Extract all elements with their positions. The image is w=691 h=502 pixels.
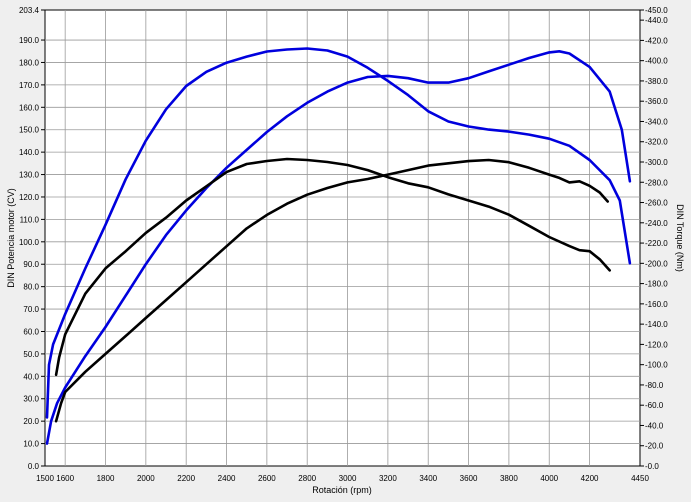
y-right-tick-label: -200.0: [645, 259, 668, 268]
series-line-1: [45, 49, 632, 445]
series-layer: [45, 47, 632, 445]
y-left-tick-label: 70.0: [23, 305, 39, 314]
x-tick-label: 1800: [97, 474, 115, 483]
y-right-tick-label: -100.0: [645, 361, 668, 370]
y-right-tick-label: -140.0: [645, 320, 668, 329]
y-axis-right-title: DIN Torque (Nm): [675, 204, 685, 272]
y-right-tick-label: -120.0: [645, 340, 668, 349]
y-left-tick-label: 203.4: [19, 6, 40, 15]
y-left-tick-label: 150.0: [19, 126, 40, 135]
series-line-4: [54, 157, 612, 377]
y-right-tick-label: -160.0: [645, 300, 668, 309]
y-left-tick-label: 170.0: [19, 81, 40, 90]
y-left-tick-label: 180.0: [19, 58, 40, 67]
x-tick-label: 3000: [339, 474, 357, 483]
y-left-tick-label: 90.0: [23, 260, 39, 269]
y-right-tick-label: -80.0: [645, 381, 664, 390]
y-left-tick-label: 120.0: [19, 193, 40, 202]
y-left-tick-label: 20.0: [23, 417, 39, 426]
y-left-tick-label: 130.0: [19, 171, 40, 180]
y-left-tick-label: 60.0: [23, 327, 39, 336]
x-tick-label: 3200: [379, 474, 397, 483]
x-tick-label: 1500: [36, 474, 54, 483]
y-right-tick-label: -60.0: [645, 401, 664, 410]
y-right-tick-label: -400.0: [645, 57, 668, 66]
x-tick-label: 2200: [177, 474, 195, 483]
series-line-2: [54, 158, 610, 423]
y-right-tick-label: -340.0: [645, 117, 668, 126]
y-left-tick-label: 80.0: [23, 283, 39, 292]
x-axis-ticks: 1500 1600 1800 2000 2200 2400 2600 2800 3000 3200…: [36, 474, 649, 483]
y-left-tick-label: 110.0: [20, 215, 40, 224]
right-axis-ticks: -0.0 -20.0 -40.0 -60.0 -80.0 -100.0 -120.0 -140…: [640, 6, 668, 471]
x-tick-label: 3400: [419, 474, 437, 483]
x-tick-label: 4000: [540, 474, 558, 483]
y-left-tick-label: 10.0: [23, 440, 39, 449]
y-right-tick-label: -180.0: [645, 280, 668, 289]
y-left-tick-label: 140.0: [19, 148, 40, 157]
y-right-tick-label: -440.0: [645, 16, 668, 25]
y-left-tick-label: 40.0: [23, 372, 39, 381]
x-tick-label: 4450: [631, 474, 649, 483]
y-right-tick-label: -40.0: [645, 421, 664, 430]
y-left-tick-label: 50.0: [23, 350, 39, 359]
x-tick-label: 2400: [218, 474, 236, 483]
x-tick-label: 3800: [500, 474, 518, 483]
y-left-tick-label: 100.0: [19, 238, 40, 247]
y-left-tick-label: 190.0: [19, 36, 40, 45]
y-right-tick-label: -300.0: [645, 158, 668, 167]
y-right-tick-label: -240.0: [645, 219, 668, 228]
y-right-tick-label: -220.0: [645, 239, 668, 248]
y-right-tick-label: -280.0: [645, 178, 668, 187]
y-right-tick-label: -20.0: [645, 442, 664, 451]
x-tick-label: 3600: [460, 474, 478, 483]
y-left-tick-label: 0.0: [28, 462, 40, 471]
x-tick-label: 4200: [581, 474, 599, 483]
y-right-tick-label: -360.0: [645, 97, 668, 106]
y-right-tick-label: -320.0: [645, 138, 668, 147]
y-right-tick-label: -450.0: [645, 6, 668, 15]
x-tick-label: 1600: [56, 474, 74, 483]
left-axis-ticks: 0.0 10.0 20.0 30.0 40.0 50.0 60.0 70.0 80.0 90.0 1…: [19, 6, 45, 471]
x-tick-label: 2000: [137, 474, 155, 483]
y-right-tick-label: -380.0: [645, 77, 668, 86]
series-line-3: [45, 47, 632, 419]
x-axis-title: Rotación (rpm): [312, 485, 372, 495]
y-right-tick-label: -260.0: [645, 199, 668, 208]
y-left-tick-label: 160.0: [19, 103, 40, 112]
y-left-tick-label: 30.0: [23, 395, 39, 404]
y-right-tick-label: -420.0: [645, 36, 668, 45]
x-tick-label: 2600: [258, 474, 276, 483]
x-tick-label: 2800: [298, 474, 316, 483]
y-axis-left-title: DIN Potencia motor (CV): [6, 188, 16, 288]
y-right-tick-label: -0.0: [645, 462, 659, 471]
